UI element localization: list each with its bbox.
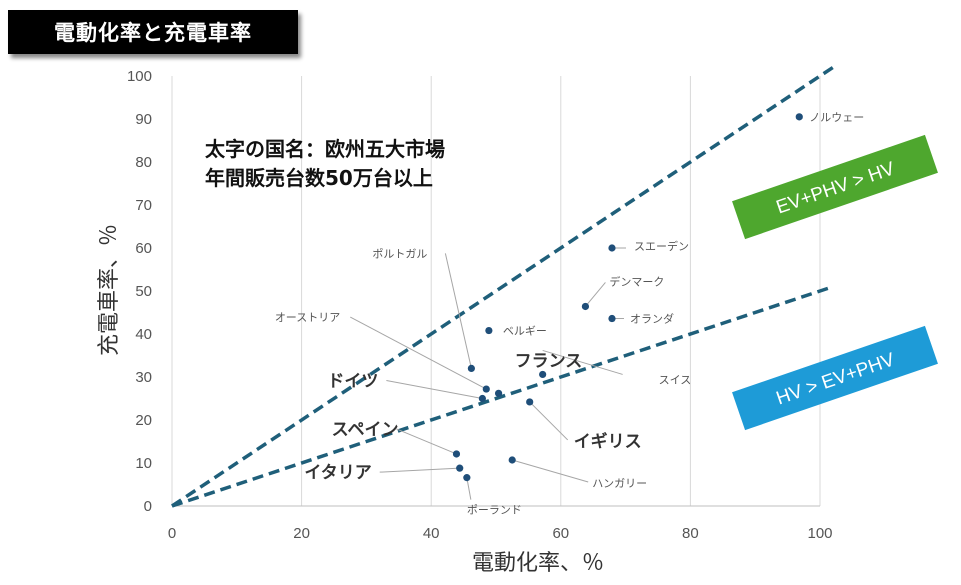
y-tick-label: 30 (135, 369, 152, 386)
data-point (539, 370, 547, 379)
point-label: オーストリア (275, 311, 340, 324)
point-label: ノルウェー (809, 111, 864, 124)
y-tick-label: 90 (135, 111, 152, 128)
leader-line (585, 282, 606, 307)
y-tick-label: 0 (144, 498, 152, 515)
data-point (526, 398, 534, 406)
note-line-1: 太字の国名：欧州五大市場 (205, 137, 445, 161)
lower-band-box (732, 325, 938, 431)
note-line-2: 年間販売台数50万台以上 (205, 166, 433, 190)
data-point (795, 113, 803, 121)
data-point (494, 389, 503, 397)
y-tick-label: 80 (135, 154, 152, 171)
data-point (485, 326, 493, 335)
y-tick-label: 70 (135, 197, 152, 214)
leader-lines (350, 247, 626, 500)
x-tick-label: 0 (168, 525, 176, 542)
data-point (608, 244, 616, 252)
data-point (467, 364, 475, 372)
leader-line (444, 253, 472, 369)
y-tick-label: 10 (135, 455, 152, 472)
data-point (452, 450, 461, 458)
data-point (456, 464, 464, 472)
y-tick-label: 50 (135, 283, 152, 300)
gridlines (301, 76, 821, 506)
leader-line (512, 459, 589, 483)
leader-line (350, 316, 487, 390)
axes: 0 20 40 60 80 100 0 10 20 30 40 50 60 70 80 90 100 (127, 68, 833, 542)
point-label: イギリス (574, 432, 642, 452)
leader-line (529, 401, 569, 441)
data-point (508, 456, 516, 464)
point-label: ポーランド (467, 504, 522, 517)
y-tick-label: 20 (135, 412, 152, 429)
data-points (452, 113, 803, 482)
point-label: イタリア (304, 463, 371, 483)
x-tick-label: 60 (552, 525, 569, 542)
point-label: デンマーク (609, 274, 664, 288)
point-label: ポルトガル (372, 247, 427, 260)
point-label: ベルギー (503, 325, 547, 338)
x-tick-label: 80 (682, 525, 699, 542)
title-banner: 電動化率と充電車率 (8, 10, 298, 54)
data-point (581, 302, 590, 311)
point-label: スイス (659, 373, 692, 386)
reference-line (171, 65, 834, 508)
upper-band-box (732, 134, 938, 240)
reference-lines (171, 65, 834, 508)
leader-line (396, 428, 457, 455)
point-label: スペイン (332, 420, 399, 440)
point-label: スエーデン (634, 239, 689, 253)
leader-line (466, 477, 472, 500)
data-point (608, 314, 616, 323)
lower-band: HV > EV+PHV (732, 325, 938, 431)
y-tick-label: 100 (127, 68, 152, 85)
chart-title: 電動化率と充電車率 (54, 21, 252, 45)
point-label: オランダ (630, 312, 674, 326)
x-tick-label: 100 (807, 525, 832, 542)
point-label: ドイツ (327, 372, 378, 392)
x-tick-label: 20 (293, 525, 310, 542)
y-tick-label: 60 (135, 240, 152, 257)
reference-line (171, 285, 834, 508)
data-point (482, 385, 490, 393)
x-tick-label: 40 (423, 525, 440, 542)
data-point (463, 474, 471, 482)
y-axis-label: 充電車率、％ (97, 224, 122, 356)
leader-line (542, 349, 623, 375)
point-label: ハンガリー (592, 477, 647, 490)
y-tick-label: 40 (135, 326, 152, 343)
upper-band: EV+PHV > HV (732, 134, 938, 240)
x-axis-label: 電動化率、％ (472, 551, 604, 576)
leader-line (386, 380, 483, 399)
leader-line (379, 467, 460, 473)
point-label: フランス (515, 351, 583, 371)
data-point (478, 394, 486, 403)
